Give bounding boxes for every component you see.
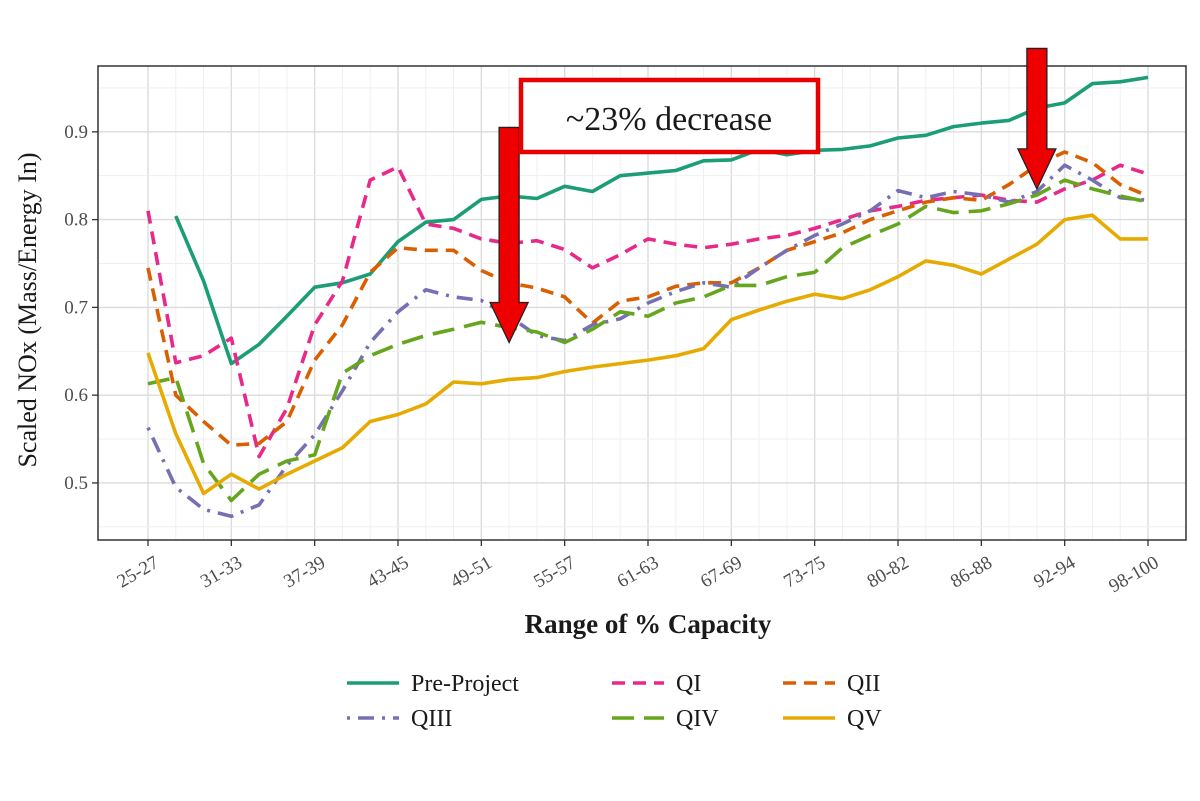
series-line-pre-project bbox=[174, 75, 1149, 366]
x-tick-label: 67-69 bbox=[697, 552, 746, 592]
x-tick-label: 25-27 bbox=[114, 552, 163, 592]
y-tick-label: 0.6 bbox=[64, 385, 88, 406]
series-line-qiv bbox=[147, 178, 1149, 503]
y-axis: 0.5 0.6 0.7 0.8 0.9 bbox=[64, 122, 98, 494]
x-tick-label: 86-88 bbox=[947, 552, 996, 592]
plot-panel-border bbox=[97, 65, 1187, 541]
series-line-qv bbox=[146, 213, 1148, 496]
x-tick-label: 43-45 bbox=[364, 552, 413, 592]
annotation-text: ~23% decrease bbox=[566, 101, 772, 138]
x-tick-label: 31-33 bbox=[197, 552, 246, 592]
y-tick-label: 0.7 bbox=[64, 297, 88, 318]
y-tick-label: 0.5 bbox=[64, 473, 88, 494]
x-tick-label: 49-51 bbox=[447, 552, 496, 592]
legend-label-qiv: QIV bbox=[676, 706, 719, 732]
down-arrow-icon bbox=[489, 126, 530, 345]
series-line-qi bbox=[146, 163, 1149, 459]
x-axis: 25-27 31-33 37-39 43-45 49-51 55-57 61-63 67-69… bbox=[114, 540, 1163, 597]
series-line-qii bbox=[146, 150, 1149, 448]
down-arrow-icon bbox=[1016, 47, 1057, 191]
x-axis-title: Range of % Capacity bbox=[525, 609, 772, 639]
series-lines bbox=[146, 75, 1149, 519]
x-tick-label: 98-100 bbox=[1105, 552, 1162, 597]
x-tick-label: 73-75 bbox=[780, 552, 829, 592]
legend-label-qv: QV bbox=[847, 706, 882, 732]
legend: Pre-Project QI QII QIII QIV QV bbox=[347, 671, 882, 732]
x-tick-label: 92-94 bbox=[1030, 552, 1079, 593]
decrease-arrows bbox=[489, 47, 1057, 345]
legend-label-qi: QI bbox=[676, 671, 701, 697]
x-tick-label: 80-82 bbox=[864, 552, 913, 592]
legend-label-qiii: QIII bbox=[411, 706, 452, 732]
y-tick-label: 0.9 bbox=[64, 122, 88, 143]
y-axis-title: Scaled NOx (Mass/Energy In) bbox=[13, 152, 42, 467]
grid-lines bbox=[98, 66, 1186, 540]
x-tick-label: 61-63 bbox=[614, 552, 663, 592]
legend-label-qii: QII bbox=[847, 671, 880, 697]
annotation-box: ~23% decrease bbox=[518, 77, 821, 155]
legend-label-pre-project: Pre-Project bbox=[411, 671, 519, 697]
x-tick-label: 55-57 bbox=[530, 552, 579, 592]
series-line-qiii bbox=[146, 163, 1149, 519]
y-tick-label: 0.8 bbox=[64, 210, 88, 231]
x-tick-label: 37-39 bbox=[280, 552, 329, 592]
